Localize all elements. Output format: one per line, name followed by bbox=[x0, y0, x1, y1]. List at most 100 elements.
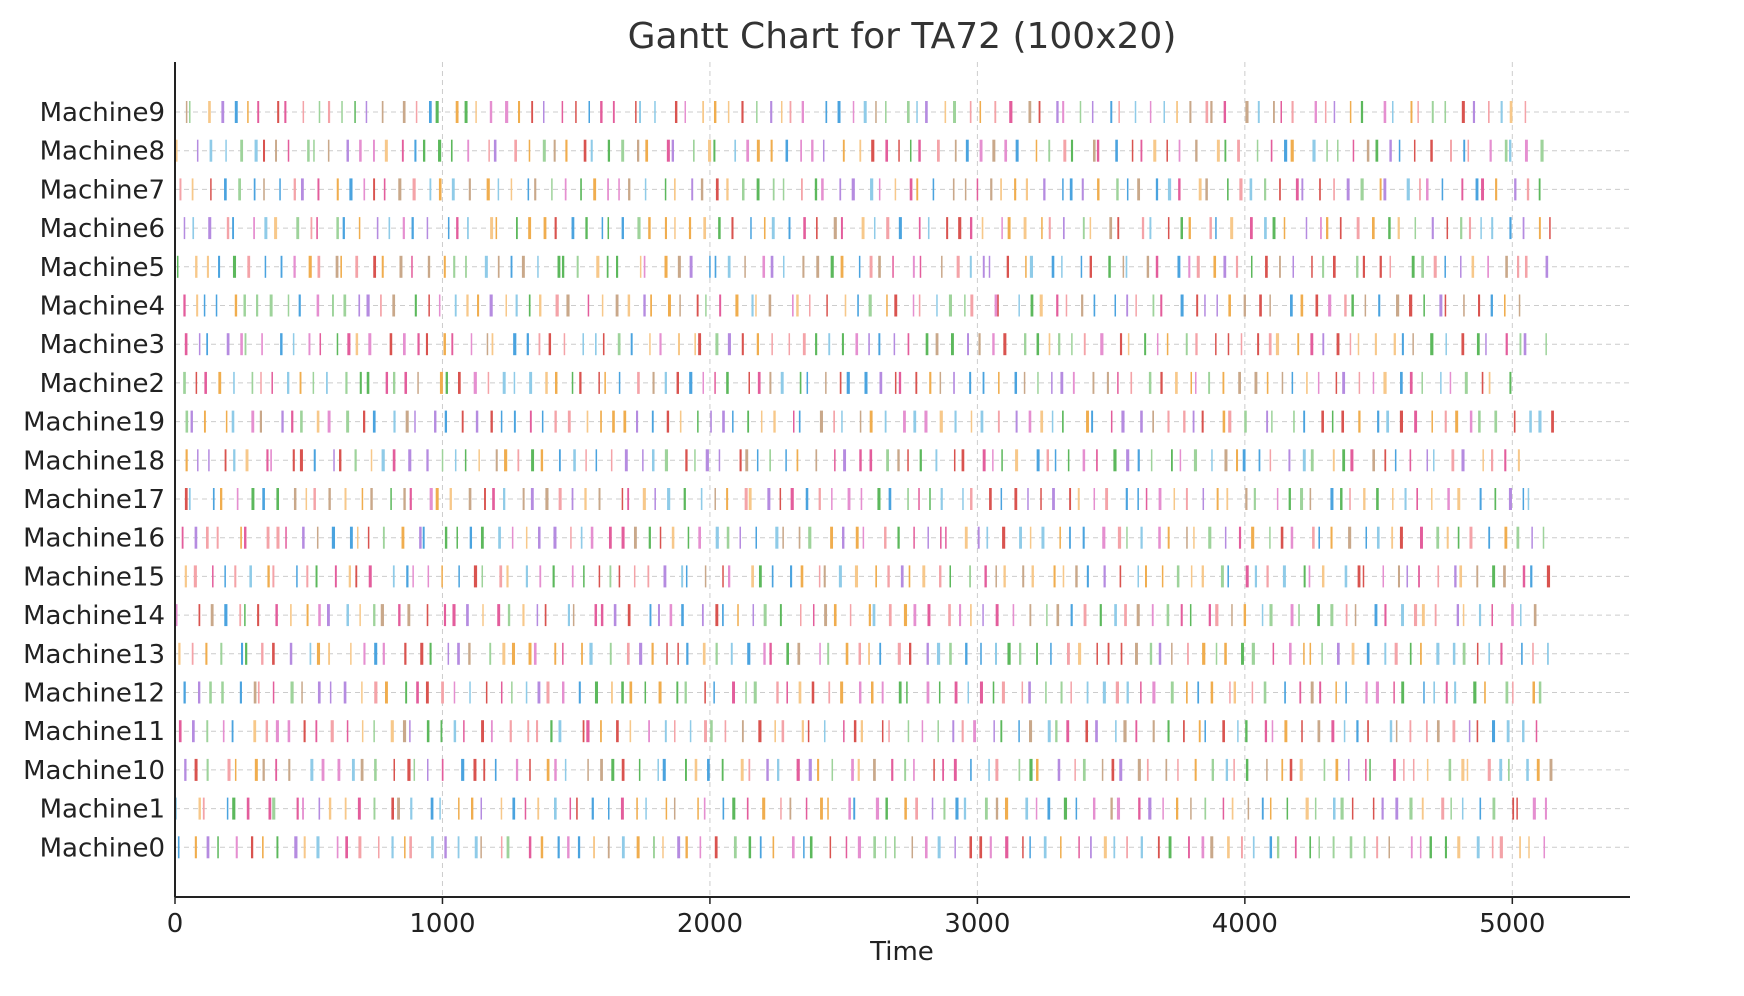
operation-bar bbox=[1434, 604, 1437, 627]
operation-bar bbox=[426, 217, 429, 240]
operation-bar bbox=[732, 410, 734, 433]
operation-bar bbox=[1350, 449, 1354, 472]
y-tick-label: Machine1 bbox=[40, 795, 165, 825]
operation-bar bbox=[1096, 642, 1098, 665]
operation-bar bbox=[1303, 565, 1306, 588]
operation-bar bbox=[1358, 410, 1361, 433]
operation-bar bbox=[564, 758, 567, 781]
operation-bar bbox=[1029, 720, 1033, 743]
operation-bar bbox=[1348, 526, 1352, 549]
operation-bar bbox=[919, 449, 922, 472]
operation-bar bbox=[1167, 178, 1172, 201]
operation-bar bbox=[567, 604, 571, 627]
operation-bar bbox=[1280, 526, 1284, 549]
operation-bar bbox=[858, 255, 861, 278]
operation-bar bbox=[184, 488, 188, 510]
operation-bar bbox=[1167, 217, 1170, 240]
operation-bar bbox=[1514, 178, 1517, 201]
operation-bar bbox=[1291, 371, 1294, 394]
operation-bar bbox=[235, 836, 238, 859]
operation-bar bbox=[1029, 604, 1032, 627]
operation-bar bbox=[1384, 449, 1387, 472]
operation-bar bbox=[531, 449, 535, 472]
operation-bar bbox=[1245, 488, 1248, 510]
operation-bar bbox=[637, 371, 640, 394]
operation-bar bbox=[796, 449, 799, 472]
operation-bar bbox=[240, 333, 243, 356]
operation-bar bbox=[234, 294, 238, 317]
operation-bar bbox=[848, 797, 851, 820]
operation-bar bbox=[1404, 488, 1407, 510]
operation-bar bbox=[319, 333, 322, 356]
operation-bar bbox=[731, 217, 734, 240]
operation-bar bbox=[1251, 681, 1254, 704]
y-tick-label: Machine9 bbox=[40, 98, 165, 128]
operation-bar bbox=[643, 294, 646, 317]
operation-bar bbox=[907, 720, 910, 743]
operation-bar bbox=[1251, 526, 1255, 549]
operation-bar bbox=[257, 604, 260, 627]
operation-bar bbox=[1461, 758, 1465, 781]
operation-bar bbox=[589, 642, 593, 665]
operation-bar bbox=[1086, 681, 1089, 704]
operation-bar bbox=[1374, 333, 1377, 356]
operation-bar bbox=[884, 836, 887, 859]
operation-bar bbox=[785, 139, 789, 162]
operation-bar bbox=[1303, 642, 1305, 665]
operation-bar bbox=[1245, 565, 1249, 588]
operation-bar bbox=[1179, 449, 1182, 472]
operation-bar bbox=[510, 255, 513, 278]
operation-bar bbox=[429, 178, 432, 201]
operation-bar bbox=[564, 178, 567, 201]
operation-bar bbox=[316, 526, 319, 549]
operation-bar bbox=[1266, 565, 1269, 588]
operation-bar bbox=[1047, 797, 1051, 820]
operation-bar bbox=[537, 681, 541, 704]
operation-bar bbox=[1211, 758, 1214, 781]
operation-bar bbox=[191, 642, 194, 665]
operation-bar bbox=[261, 642, 264, 665]
operation-bar bbox=[949, 642, 952, 665]
operation-bar bbox=[1487, 101, 1490, 123]
operation-bar bbox=[208, 217, 212, 240]
operation-bar bbox=[870, 178, 874, 201]
operation-bar bbox=[1280, 101, 1282, 123]
operation-bar bbox=[879, 371, 883, 394]
operation-bar bbox=[318, 604, 321, 627]
operation-bar bbox=[1137, 565, 1140, 588]
operation-bar bbox=[911, 836, 914, 859]
operation-bar bbox=[1062, 410, 1064, 433]
operation-bar bbox=[1320, 217, 1322, 240]
operation-bar bbox=[392, 449, 396, 472]
operation-bar bbox=[1135, 720, 1138, 743]
operation-bar bbox=[1391, 101, 1394, 123]
operation-bar bbox=[770, 101, 773, 123]
operation-bar bbox=[412, 565, 414, 588]
operation-bar bbox=[444, 410, 448, 433]
operation-bar bbox=[431, 836, 434, 859]
operation-bar bbox=[1519, 836, 1521, 859]
operation-bar bbox=[1188, 836, 1190, 859]
operation-bar bbox=[541, 410, 544, 433]
operation-bar bbox=[253, 720, 257, 743]
operation-bar bbox=[763, 217, 766, 240]
operation-bar bbox=[683, 488, 686, 510]
operation-bar bbox=[1444, 294, 1447, 317]
operation-bar bbox=[1545, 255, 1549, 278]
operation-bar bbox=[246, 797, 250, 820]
operation-bar bbox=[249, 565, 252, 588]
operation-bar bbox=[846, 371, 850, 394]
operation-bar bbox=[845, 642, 849, 665]
operation-bar bbox=[1216, 488, 1219, 510]
operation-bar bbox=[942, 758, 945, 781]
operation-bar bbox=[1233, 758, 1235, 781]
operation-bar bbox=[1538, 410, 1542, 433]
operation-bar bbox=[571, 565, 574, 588]
operation-bar bbox=[398, 178, 402, 201]
operation-bar bbox=[292, 333, 295, 356]
operation-bar bbox=[818, 565, 821, 588]
operation-bar bbox=[1499, 758, 1503, 781]
operation-bar bbox=[881, 681, 884, 704]
operation-bar bbox=[992, 333, 995, 356]
operation-bar bbox=[833, 217, 837, 240]
